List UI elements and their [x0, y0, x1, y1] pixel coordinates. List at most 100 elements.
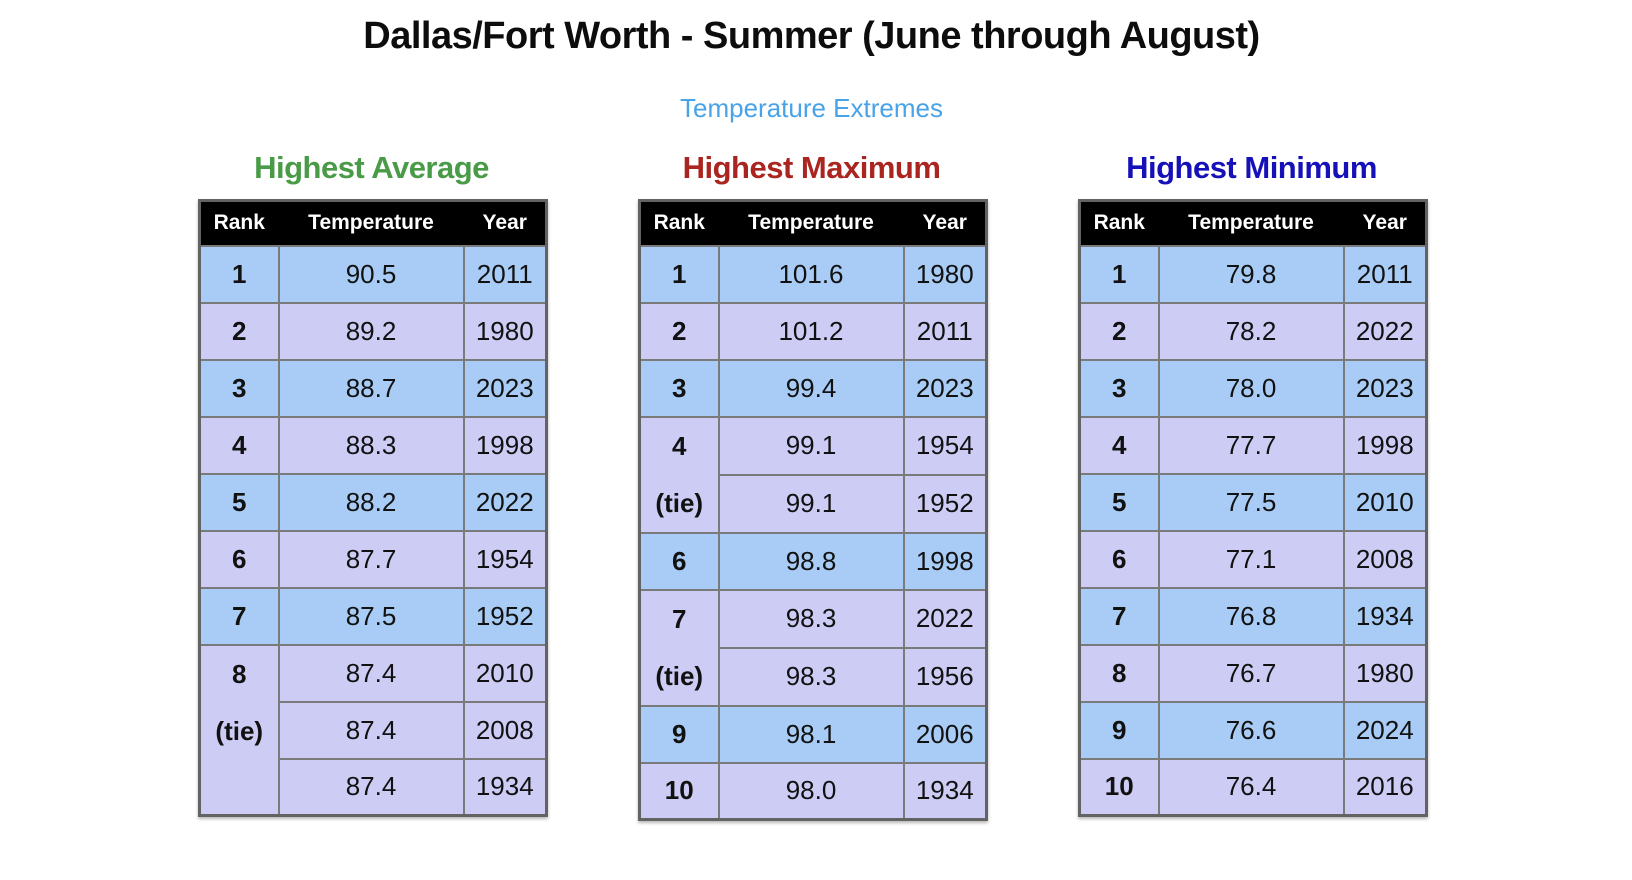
table-row: 7 87.5 1952 [198, 586, 548, 646]
rank-cell: 2 [198, 301, 280, 361]
year-cell: 2016 [1342, 757, 1428, 817]
year-cell: 1980 [462, 301, 548, 361]
year-cell: 2010 [462, 643, 548, 703]
temperature-cell: 88.3 [277, 415, 465, 475]
column-header-year: Year [1342, 199, 1428, 247]
table-row: 87.4 1934 [200, 757, 548, 817]
rank-cell: 3 [638, 358, 720, 418]
rank-cell: 7 [1078, 586, 1160, 646]
temperature-cell: 77.1 [1157, 529, 1345, 589]
year-cell: 2008 [462, 700, 548, 760]
year-cell: 2023 [1342, 358, 1428, 418]
table-row: 4 88.3 1998 [198, 415, 548, 475]
temperature-cell: 98.1 [717, 704, 905, 764]
temperature-cell: 98.0 [717, 761, 905, 821]
year-cell: 1952 [902, 473, 988, 534]
rank-cell: 4 [198, 415, 280, 475]
year-cell: 2011 [902, 301, 988, 361]
rank-cell: 5 [1078, 472, 1160, 532]
year-cell: 1956 [902, 646, 988, 707]
temperature-cell: 87.5 [277, 586, 465, 646]
year-cell: 2006 [902, 704, 988, 764]
year-cell: 1998 [902, 531, 988, 591]
page: Dallas/Fort Worth - Summer (June through… [198, 0, 1428, 821]
table-row: 8 (tie) 87.4 2010 [198, 643, 548, 817]
table-row: 2 89.2 1980 [198, 301, 548, 361]
temperature-cell: 99.1 [717, 473, 905, 534]
tie-label: (tie) [655, 660, 704, 691]
temperature-cell: 101.6 [717, 244, 905, 304]
rank-cell: 9 [1078, 700, 1160, 760]
table-row: 6 77.1 2008 [1078, 529, 1428, 589]
year-cell: 1980 [902, 244, 988, 304]
table-heading-highest-minimum: Highest Minimum [1126, 150, 1377, 185]
temperature-cell: 77.7 [1157, 415, 1345, 475]
table-row: 6 98.8 1998 [638, 531, 988, 591]
rank-cell: 2 [1078, 301, 1160, 361]
temperature-cell: 90.5 [277, 244, 465, 304]
page-subtitle: Temperature Extremes [680, 93, 943, 123]
rank-cell: 3 [1078, 358, 1160, 418]
temperature-cell: 78.2 [1157, 301, 1345, 361]
year-cell: 2011 [462, 244, 548, 304]
table-header-row: Rank Temperature Year [1078, 199, 1428, 247]
tables-row: Highest Average Rank Temperature Year 1 90.5 2… [198, 150, 1428, 821]
table-row: 3 88.7 2023 [198, 358, 548, 418]
table-row: 3 78.0 2023 [1078, 358, 1428, 418]
temperature-cell: 99.4 [717, 358, 905, 418]
temperature-cell: 79.8 [1157, 244, 1345, 304]
rank-number: 7 [672, 603, 687, 634]
year-cell: 2011 [1342, 244, 1428, 304]
rank-table-highest-maximum: Rank Temperature Year 1 101.6 1980 2 101.2 2011 3… [638, 199, 988, 821]
rank-cell: 6 [1078, 529, 1160, 589]
table-row: 9 98.1 2006 [638, 704, 988, 764]
year-cell: 2023 [902, 358, 988, 418]
table-row: 7 (tie) 98.3 2022 [638, 588, 988, 707]
column-header-temperature: Temperature [717, 199, 905, 247]
page-title: Dallas/Fort Worth - Summer (June through… [363, 15, 1260, 57]
table-header-row: Rank Temperature Year [198, 199, 548, 247]
table-row: 99.1 1952 [640, 473, 988, 534]
temperature-cell: 99.1 [717, 415, 905, 476]
temperature-cell: 87.7 [277, 529, 465, 589]
year-cell: 2024 [1342, 700, 1428, 760]
temperature-cell: 89.2 [277, 301, 465, 361]
column-header-rank: Rank [1078, 199, 1160, 247]
column-header-rank: Rank [198, 199, 280, 247]
temperature-cell: 87.4 [277, 700, 465, 760]
rank-cell: 1 [638, 244, 720, 304]
year-cell: 1934 [462, 757, 548, 817]
year-cell: 2010 [1342, 472, 1428, 532]
table-row: 87.4 2008 [200, 700, 548, 760]
table-row: 4 (tie) 99.1 1954 [638, 415, 988, 534]
table-row: 4 77.7 1998 [1078, 415, 1428, 475]
temperature-cell: 98.3 [717, 646, 905, 707]
year-cell: 2008 [1342, 529, 1428, 589]
table-row: 8 76.7 1980 [1078, 643, 1428, 703]
year-cell: 2023 [462, 358, 548, 418]
year-cell: 1934 [902, 761, 988, 821]
rank-cell: 3 [198, 358, 280, 418]
column-header-year: Year [462, 199, 548, 247]
rank-cell: 6 [198, 529, 280, 589]
temperature-cell: 88.7 [277, 358, 465, 418]
rank-cell: 10 [1078, 757, 1160, 817]
rank-cell: 5 [198, 472, 280, 532]
year-cell: 1934 [1342, 586, 1428, 646]
table-row: 1 79.8 2011 [1078, 244, 1428, 304]
rank-cell: 4 [1078, 415, 1160, 475]
temperature-cell: 76.8 [1157, 586, 1345, 646]
temperature-cell: 98.3 [717, 588, 905, 649]
table-row: 10 98.0 1934 [638, 761, 988, 821]
year-cell: 1954 [462, 529, 548, 589]
year-cell: 1998 [462, 415, 548, 475]
temperature-cell: 88.2 [277, 472, 465, 532]
table-row: 10 76.4 2016 [1078, 757, 1428, 817]
table-row: 1 101.6 1980 [638, 244, 988, 304]
table-row: 7 76.8 1934 [1078, 586, 1428, 646]
temperature-cell: 76.4 [1157, 757, 1345, 817]
temperature-cell: 87.4 [277, 757, 465, 817]
table-row: 6 87.7 1954 [198, 529, 548, 589]
table-row: 2 101.2 2011 [638, 301, 988, 361]
rank-cell: 10 [638, 761, 720, 821]
